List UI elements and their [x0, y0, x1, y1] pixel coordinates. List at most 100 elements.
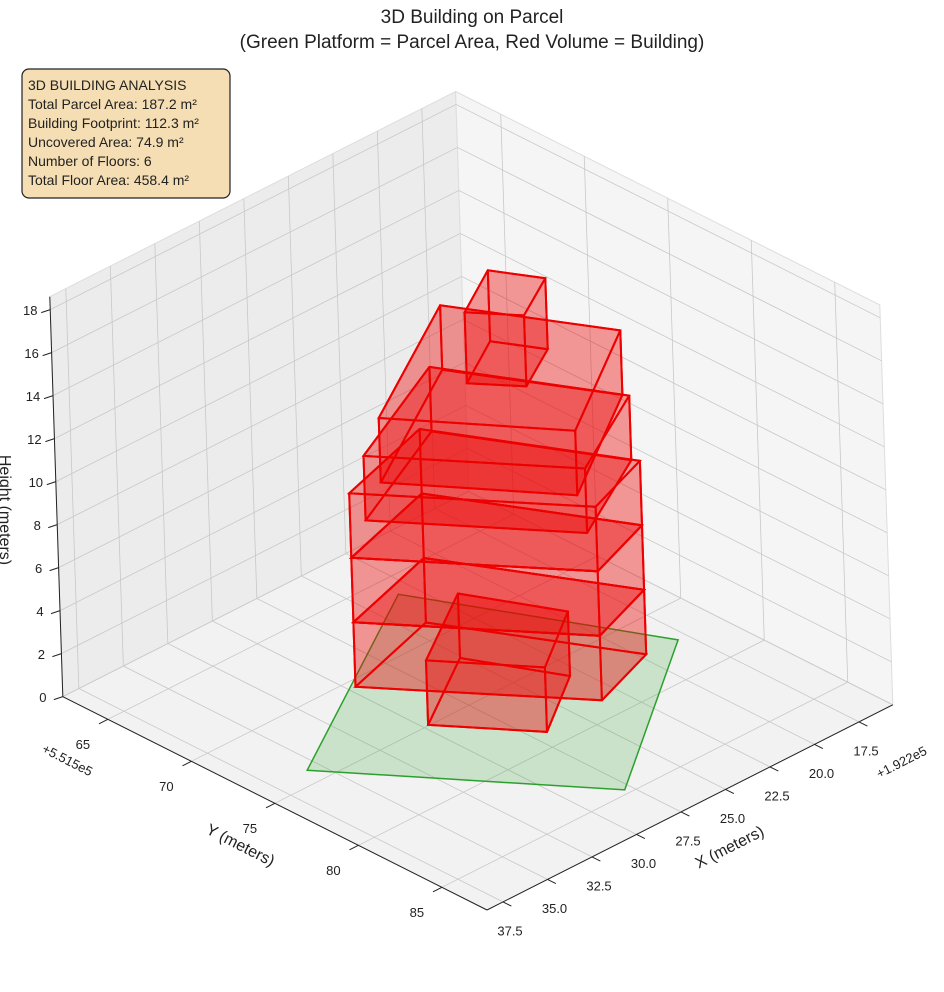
building-top	[346, 427, 642, 508]
info-line: Total Floor Area: 458.4 m²	[28, 172, 189, 188]
y-tick	[265, 802, 276, 809]
grid-line	[57, 319, 464, 525]
x-axis-label: X (meters)	[693, 823, 767, 872]
grid-line	[62, 491, 469, 697]
grid-line	[191, 555, 598, 762]
z-tick	[52, 653, 62, 658]
z-tick-label: 6	[35, 561, 42, 576]
y-tick	[432, 886, 443, 893]
grid-line	[465, 405, 891, 620]
grid-line	[583, 156, 598, 557]
grid-line	[332, 153, 347, 554]
info-box-frame	[21, 68, 231, 199]
z-tick	[45, 438, 55, 443]
x-tick	[547, 878, 557, 885]
z-tick	[49, 567, 59, 572]
grid-line	[109, 266, 124, 667]
z-tick-label: 4	[36, 604, 43, 619]
y-tick	[349, 844, 359, 851]
info-line: Number of Floors: 6	[28, 153, 152, 169]
building-top	[424, 592, 570, 669]
x-tick-label: 35.0	[542, 901, 567, 916]
z-tick-label: 16	[24, 346, 38, 361]
parcel	[306, 593, 680, 791]
z-tick	[41, 309, 51, 314]
building-top	[462, 269, 547, 317]
z-tick	[53, 696, 63, 701]
grid-line	[458, 190, 884, 405]
x-axis-line	[486, 704, 894, 911]
grid-line	[287, 176, 302, 577]
grid-line	[65, 288, 80, 689]
grid	[50, 104, 894, 903]
grid-line	[667, 198, 682, 599]
grid-line	[750, 240, 765, 641]
grid-line	[441, 681, 848, 888]
info-line: Building Footprint: 112.3 m²	[28, 115, 199, 131]
z-tick-label: 10	[29, 475, 43, 490]
z-tick-label: 18	[23, 303, 37, 318]
grid-line	[457, 147, 882, 362]
x-tick	[769, 766, 779, 772]
grid-line	[51, 147, 458, 353]
grid-line	[468, 491, 894, 706]
z-tick	[46, 481, 56, 486]
grid-line	[107, 513, 514, 720]
info-line: 3D BUILDING ANALYSIS	[28, 77, 186, 93]
chart-title: 3D Building on Parcel	[381, 7, 564, 28]
grid-line	[154, 243, 169, 644]
grid-line	[461, 276, 887, 491]
y-tick-label: 70	[159, 779, 173, 794]
chart-subtitle: (Green Platform = Parcel Area, Red Volum…	[240, 32, 705, 53]
y-tick-label: 65	[76, 737, 90, 752]
z-tick	[48, 524, 58, 529]
x-tick	[680, 811, 690, 817]
y-tick-label: 85	[410, 905, 424, 920]
z-tick	[43, 395, 54, 400]
x-tick-label: 17.5	[853, 743, 878, 758]
z-tick	[50, 610, 61, 615]
grid-line	[460, 233, 885, 448]
x-tick-label: 22.5	[764, 788, 789, 803]
grid-line	[55, 276, 462, 482]
grid-line	[59, 405, 467, 611]
x-tick-label: 30.0	[631, 856, 656, 871]
grid-line	[50, 104, 457, 310]
z-tick-label: 8	[34, 518, 41, 533]
x-tick-label: 27.5	[675, 833, 700, 848]
z-axis-label: Height (meters)	[0, 455, 13, 565]
grid-line	[54, 233, 461, 439]
grid-line	[462, 319, 888, 534]
x-tick-label: 20.0	[809, 766, 834, 781]
z-tick-label: 0	[39, 690, 46, 705]
grid-line	[421, 108, 436, 509]
grid-line	[834, 282, 849, 683]
x-tick	[725, 788, 735, 795]
y-tick-label: 80	[326, 863, 340, 878]
grid-line	[464, 362, 889, 577]
grid-line	[358, 639, 765, 846]
grid-line	[198, 221, 213, 622]
grid-line	[455, 104, 881, 319]
info-line: Uncovered Area: 74.9 m²	[28, 134, 184, 150]
z-tick	[42, 352, 52, 357]
grid-line	[52, 190, 460, 396]
y-tick	[182, 760, 192, 767]
x-tick	[502, 901, 512, 907]
y-tick	[98, 718, 109, 725]
x-tick	[814, 743, 824, 750]
grid-line	[274, 597, 681, 804]
z-tick-label: 12	[27, 432, 41, 447]
grid-line	[58, 362, 465, 568]
info-line: Total Parcel Area: 187.2 m²	[28, 96, 197, 112]
y-axis-line	[62, 696, 488, 911]
x-tick	[858, 721, 868, 727]
y-tick-label: 75	[243, 821, 257, 836]
y-axis-label: Y (meters)	[203, 821, 277, 870]
z-tick-label: 14	[26, 389, 40, 404]
x-tick-label: 37.5	[497, 923, 522, 938]
x-tick-label: 32.5	[586, 878, 611, 893]
marks	[306, 269, 680, 791]
